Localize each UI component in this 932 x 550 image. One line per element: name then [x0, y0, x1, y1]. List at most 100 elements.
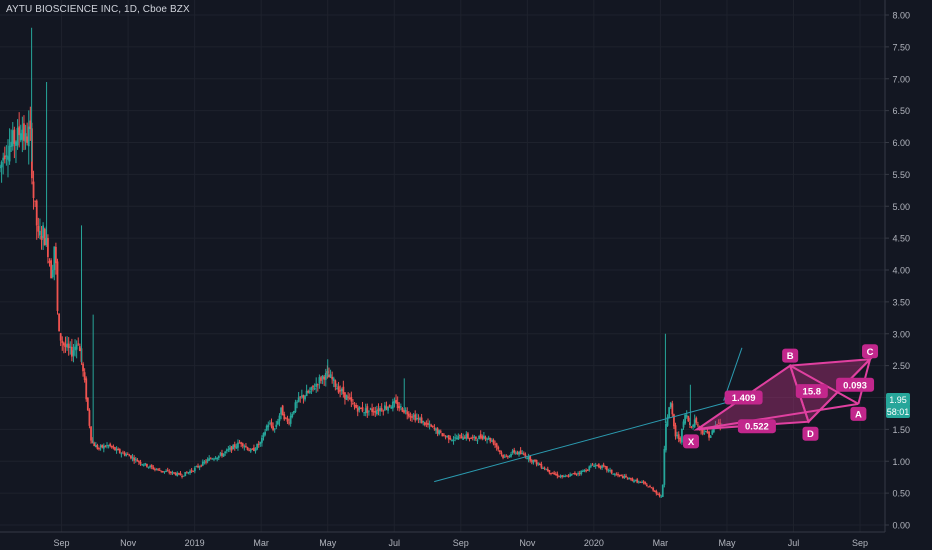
candle-body — [96, 445, 99, 449]
candle-body — [604, 466, 607, 468]
pattern-ratio[interactable]: 0.522 — [745, 422, 769, 433]
x-axis[interactable]: Sep Nov 2019 Mar May Jul Sep Nov 2020 Mar May Jul Se… — [0, 531, 885, 548]
candle-body — [344, 392, 346, 399]
candle-body — [161, 471, 164, 473]
candle-body — [40, 235, 43, 240]
candle-body — [589, 465, 592, 467]
candle-body — [447, 435, 450, 440]
candle-body — [572, 473, 575, 475]
y-tick-label: 5.00 — [892, 202, 910, 212]
candle-body — [696, 424, 699, 426]
candle-body — [663, 448, 666, 485]
candle-body — [556, 473, 559, 477]
pattern-point-d[interactable]: D — [807, 429, 814, 440]
candle-body — [443, 434, 445, 436]
candle-body — [415, 417, 418, 420]
candle-body — [120, 453, 123, 455]
candle-body — [83, 372, 86, 380]
pattern-point-a[interactable]: A — [855, 409, 862, 420]
pattern-ratio-bg[interactable] — [795, 384, 828, 399]
candle-body — [634, 479, 637, 481]
harmonic-pattern[interactable]: X B D C A 1.409 0.522 15.8 0.093 — [683, 344, 879, 449]
candle-body — [122, 452, 124, 454]
candle-body — [118, 449, 121, 453]
y-tick-label: 6.00 — [892, 138, 910, 148]
candle-body — [18, 126, 21, 136]
candle-body — [3, 155, 6, 160]
candle-body — [233, 444, 236, 448]
candle-body — [553, 472, 556, 475]
candle-body — [102, 445, 105, 449]
candle-body — [574, 472, 576, 475]
candle-body — [74, 346, 76, 351]
pattern-point-d-bg[interactable] — [802, 426, 819, 441]
candle-body — [131, 457, 134, 459]
candle-body — [385, 406, 388, 409]
x-tick-label: 2020 — [584, 538, 604, 548]
candle-body — [444, 436, 447, 438]
candle-body — [91, 440, 94, 443]
pattern-point-a-bg[interactable] — [850, 406, 867, 421]
pattern-ratio[interactable]: 0.093 — [843, 380, 867, 391]
candle-body — [503, 456, 506, 458]
candle-body — [181, 476, 183, 478]
candle-body — [414, 414, 417, 421]
pattern-ratio-bg[interactable] — [724, 390, 763, 405]
candle-body — [451, 439, 453, 441]
candle-body — [497, 446, 500, 450]
candle-body — [712, 428, 715, 433]
y-tick-label: 4.50 — [892, 234, 910, 244]
candle-body — [629, 478, 632, 480]
candle-body — [240, 442, 243, 444]
pattern-ratio-bg[interactable] — [737, 419, 776, 434]
pattern-point-x-bg[interactable] — [683, 434, 700, 449]
x-tick-label: Jul — [788, 538, 800, 548]
candle-body — [237, 442, 239, 448]
candle-body — [117, 448, 120, 451]
candle-body — [505, 455, 508, 457]
pattern-point-b-bg[interactable] — [782, 348, 799, 363]
candle-body — [457, 436, 460, 440]
pattern-point-x[interactable]: X — [688, 437, 695, 448]
candle-body — [366, 406, 369, 413]
candle-body — [304, 396, 306, 400]
candle-body — [0, 161, 3, 168]
candle-body — [666, 416, 669, 426]
candle-body — [602, 464, 605, 467]
candle-body — [166, 470, 169, 472]
trendline[interactable] — [434, 398, 741, 483]
pattern-leg[interactable] — [696, 402, 859, 431]
pattern-point-c[interactable]: C — [867, 347, 874, 358]
candle-body — [717, 422, 720, 424]
candle-body — [109, 443, 112, 447]
pattern-ratio[interactable]: 1.409 — [732, 393, 756, 404]
candle-body — [88, 410, 91, 426]
pattern-ratio-bg[interactable] — [836, 377, 875, 392]
candle-body — [612, 473, 615, 475]
candle-body — [134, 458, 137, 460]
candle-body — [177, 473, 180, 475]
candle-body — [106, 445, 108, 447]
pattern-ratio[interactable]: 15.8 — [803, 387, 822, 398]
pattern-point-c-bg[interactable] — [862, 344, 879, 359]
candle-body — [521, 453, 524, 455]
candle-body — [641, 482, 643, 484]
pattern-point-b[interactable]: B — [787, 351, 794, 362]
candle-body — [173, 472, 175, 474]
candle-body — [529, 456, 532, 461]
y-axis[interactable]: 8.00 7.50 7.00 6.50 6.00 5.50 5.00 4.50 4.00 3.50… — [884, 0, 910, 532]
candle-body — [676, 435, 679, 437]
candle-body — [661, 484, 664, 497]
candle-body — [658, 494, 661, 497]
candle-body — [665, 423, 667, 451]
candle-body — [471, 437, 474, 439]
candle-body — [716, 423, 718, 425]
candle-body — [436, 428, 439, 434]
candle-body — [29, 120, 32, 130]
candle-body — [617, 473, 619, 475]
candle-body — [47, 237, 49, 258]
pattern-dashed-leg — [790, 358, 871, 367]
candle-body — [383, 405, 386, 411]
candle-body — [532, 460, 535, 463]
